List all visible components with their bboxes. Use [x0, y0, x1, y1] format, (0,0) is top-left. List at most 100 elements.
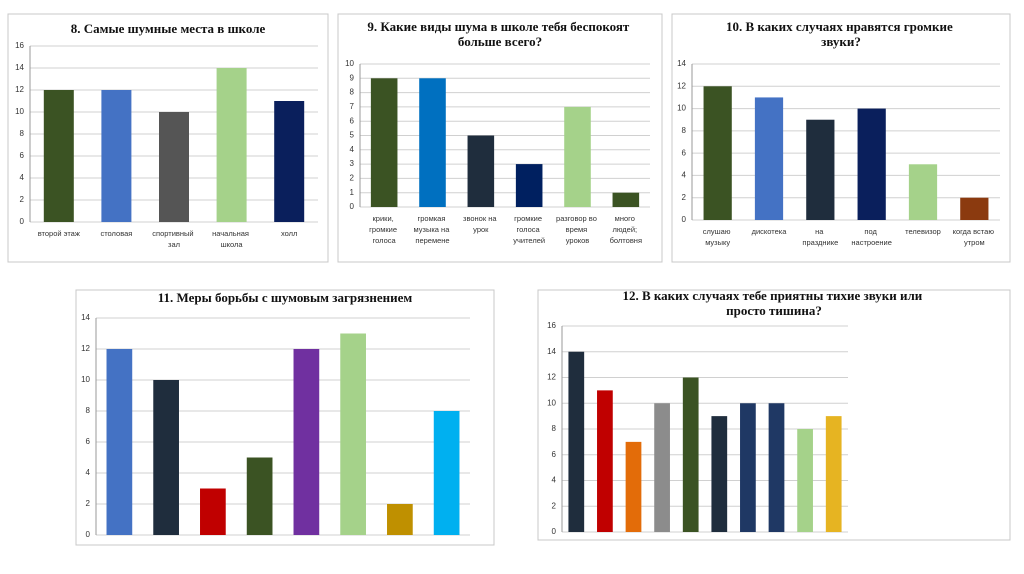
bar	[754, 97, 784, 220]
y-tick-label: 6	[552, 450, 557, 459]
bar	[768, 403, 785, 532]
x-tick-label: под настроение	[851, 227, 892, 247]
y-tick-label: 0	[682, 215, 687, 224]
bar	[274, 101, 305, 222]
x-tick-label: на празднике	[802, 227, 838, 247]
x-tick-label: начальная школа	[212, 229, 251, 249]
chart-frame	[75, 289, 495, 546]
x-tick-label: звонок на урок	[463, 214, 499, 234]
y-tick-label: 10	[345, 59, 354, 68]
x-tick-label: крики, громкие голоса	[369, 214, 399, 245]
bar	[387, 504, 413, 535]
y-tick-label: 1	[350, 188, 355, 197]
bar	[960, 197, 989, 220]
y-tick-label: 8	[350, 88, 355, 97]
y-tick-label: 4	[20, 173, 25, 182]
y-tick-label: 14	[15, 63, 24, 72]
y-tick-label: 2	[86, 499, 91, 508]
bar	[825, 416, 842, 532]
y-tick-label: 0	[552, 527, 557, 536]
y-tick-label: 14	[677, 59, 686, 68]
bar	[654, 403, 670, 532]
y-tick-label: 9	[350, 73, 355, 82]
chart-title: 12. В каких случаях тебе приятны тихие з…	[622, 288, 925, 318]
x-tick-label: телевизор	[905, 227, 941, 236]
bar	[159, 112, 189, 222]
y-tick-label: 2	[20, 195, 25, 204]
bar	[340, 333, 366, 535]
y-tick-label: 16	[15, 41, 24, 50]
x-tick-label: громкая музыка на перемене	[414, 214, 452, 245]
y-tick-label: 2	[350, 174, 355, 183]
y-tick-label: 10	[15, 107, 24, 116]
bar	[293, 349, 320, 535]
x-tick-label: когда встаю утром	[953, 227, 996, 247]
bar	[433, 411, 460, 535]
y-tick-label: 12	[547, 373, 556, 382]
x-tick-label: много людей; болтовня	[610, 214, 642, 245]
bar	[43, 90, 74, 222]
y-tick-label: 0	[20, 217, 25, 226]
y-tick-label: 6	[20, 151, 25, 160]
y-tick-label: 8	[552, 424, 557, 433]
x-tick-label: громкие голоса учителей	[513, 214, 545, 245]
y-tick-label: 0	[86, 530, 91, 539]
y-tick-label: 7	[350, 102, 355, 111]
bar	[703, 86, 732, 221]
bar	[419, 78, 446, 207]
bar	[740, 403, 756, 532]
bar	[797, 429, 813, 532]
x-tick-label: спортивный зал	[152, 229, 195, 249]
y-tick-label: 4	[682, 171, 687, 180]
bar	[153, 380, 179, 535]
bar	[515, 164, 543, 207]
bar	[200, 488, 226, 535]
x-tick-label: второй этаж	[38, 229, 80, 238]
y-tick-label: 12	[81, 344, 90, 353]
y-tick-label: 0	[350, 202, 355, 211]
y-tick-label: 4	[86, 468, 91, 477]
y-tick-label: 16	[547, 321, 556, 330]
y-tick-label: 12	[15, 85, 24, 94]
x-tick-label: холл	[281, 229, 297, 238]
chart-title: 10. В каких случаях нравятся громкие зву…	[726, 19, 956, 49]
y-tick-label: 2	[552, 501, 557, 510]
bar	[857, 108, 886, 220]
bar	[908, 164, 938, 220]
y-tick-label: 4	[552, 476, 557, 485]
x-tick-label: дискотека	[752, 227, 788, 236]
y-tick-label: 6	[682, 148, 687, 157]
x-tick-label: слушаю музыку	[703, 227, 733, 247]
y-tick-label: 12	[677, 81, 686, 90]
y-tick-label: 8	[682, 126, 687, 135]
y-tick-label: 6	[86, 437, 91, 446]
chart-title: 11. Меры борьбы с шумовым загрязнением	[158, 290, 413, 305]
bar	[564, 106, 591, 207]
y-tick-label: 10	[547, 398, 556, 407]
chart-title: 9. Какие виды шума в школе тебя беспокоя…	[367, 19, 632, 49]
y-tick-label: 2	[682, 193, 687, 202]
x-tick-label: разговор во время уроков	[556, 214, 599, 245]
bar	[216, 68, 247, 222]
bar	[370, 78, 398, 207]
y-tick-label: 10	[81, 375, 90, 384]
bar	[246, 457, 273, 535]
y-tick-label: 4	[350, 145, 355, 154]
y-tick-label: 14	[81, 313, 90, 322]
bar	[806, 119, 835, 220]
x-tick-label: столовая	[100, 229, 132, 238]
bar	[467, 135, 495, 207]
bar	[612, 192, 640, 207]
bar	[625, 441, 642, 532]
y-tick-label: 3	[350, 159, 355, 168]
bar	[568, 351, 585, 532]
y-tick-label: 14	[547, 347, 556, 356]
bar	[711, 416, 728, 532]
bar	[101, 90, 132, 222]
y-tick-label: 6	[350, 116, 355, 125]
y-tick-label: 10	[677, 104, 686, 113]
chart-title: 8. Самые шумные места в школе	[71, 21, 266, 36]
bar	[597, 390, 613, 532]
bar	[682, 377, 699, 532]
